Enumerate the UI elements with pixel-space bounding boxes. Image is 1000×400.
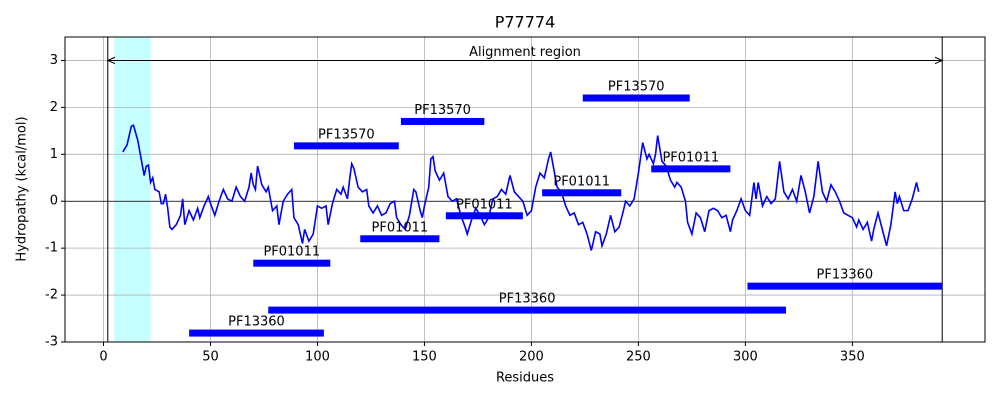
domain-label: PF01011 (553, 174, 610, 189)
x-tick-label: 150 (412, 350, 437, 365)
domain-label: PF13360 (228, 315, 285, 330)
plot-frame (64, 36, 986, 343)
domain-label: PF01011 (372, 220, 429, 235)
domain-bar (445, 212, 523, 220)
y-tick-label: 2 (50, 100, 58, 115)
data-line (122, 124, 920, 251)
domain-label: PF13570 (414, 103, 471, 118)
x-axis-label: Residues (496, 371, 554, 386)
x-tick-label: 200 (519, 350, 544, 365)
y-tick-label: -2 (45, 288, 58, 303)
domain-bar (582, 94, 690, 102)
domain-bar (651, 165, 731, 173)
domain-bar (253, 259, 331, 267)
domain-label: PF13360 (817, 268, 874, 283)
domain-label: PF13570 (318, 127, 375, 142)
domain-label: PF13570 (608, 80, 665, 95)
x-tick-label: 100 (305, 350, 330, 365)
x-tick-label: 250 (626, 350, 651, 365)
alignment-label: Alignment region (469, 45, 581, 60)
y-tick-label: 0 (50, 194, 58, 209)
y-tick-label: 1 (50, 147, 58, 162)
domain-label: PF01011 (662, 150, 719, 165)
domain-bar (360, 235, 440, 243)
x-tick-label: 300 (733, 350, 758, 365)
domain-bar (268, 306, 787, 314)
domain-bar (293, 142, 399, 150)
y-tick-label: -1 (45, 241, 58, 256)
domain-label: PF01011 (263, 245, 320, 260)
chart-title: P77774 (495, 13, 556, 32)
y-tick-label: -3 (45, 335, 58, 350)
domain-label: PF01011 (456, 197, 513, 212)
highlight-span (114, 37, 151, 342)
x-tick-label: 50 (202, 350, 219, 365)
domain-bar (542, 189, 622, 197)
domain-bar (400, 117, 485, 125)
domain-label: PF13360 (499, 292, 556, 307)
x-tick-label: 0 (99, 350, 107, 365)
y-tick-label: 3 (50, 53, 58, 68)
domain-bar (747, 282, 943, 290)
x-tick-label: 350 (840, 350, 865, 365)
domain-bar (189, 329, 324, 337)
y-axis-label: Hydropathy (kcal/mol) (15, 116, 30, 261)
